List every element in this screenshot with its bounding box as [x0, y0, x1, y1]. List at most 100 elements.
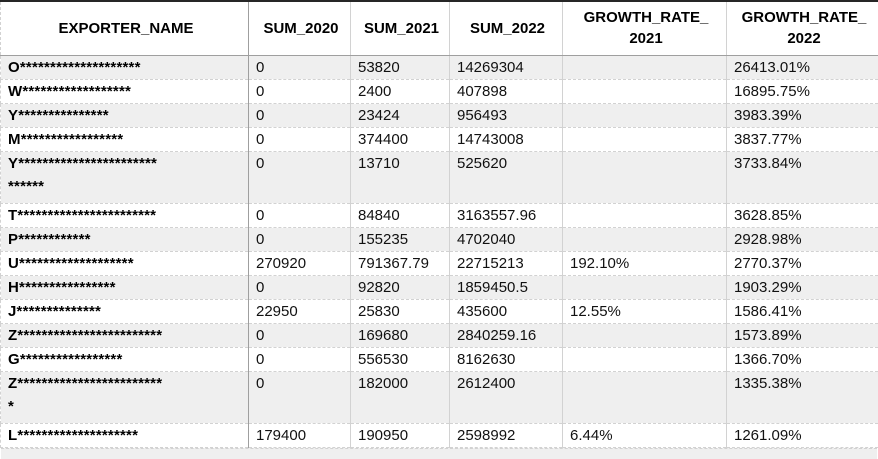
sum-2020-cell[interactable]: 22950	[248, 299, 351, 324]
growth-rate-2021-cell[interactable]: 192.10%	[562, 251, 727, 276]
growth-rate-2021-cell[interactable]	[562, 275, 727, 300]
growth-rate-2021-cell[interactable]	[562, 151, 727, 204]
exporter-name-cell[interactable]: O********************	[0, 55, 249, 80]
table-row: U******************* 270920 791367.79 22715…	[0, 251, 878, 276]
sum-2022-cell[interactable]: 14743008	[449, 127, 563, 152]
sum-2021-cell[interactable]: 92820	[350, 275, 450, 300]
exporter-name-cell[interactable]: Z************************	[0, 323, 249, 348]
sum-2020-cell[interactable]: 0	[248, 227, 351, 252]
sum-2020-cell[interactable]: 0	[248, 203, 351, 228]
sum-2022-cell[interactable]: 8162630	[449, 347, 563, 372]
sum-2020-cell[interactable]: 0	[248, 151, 351, 204]
sum-2020-cell[interactable]: 0	[248, 55, 351, 80]
sum-2022-cell[interactable]: 4702040	[449, 227, 563, 252]
growth-rate-2022-cell[interactable]: 3983.39%	[726, 103, 878, 128]
growth-rate-2021-cell[interactable]	[562, 347, 727, 372]
sum-2021-cell[interactable]: 169680	[350, 323, 450, 348]
sum-2021-cell[interactable]: 182000	[350, 371, 450, 424]
sum-2022-cell[interactable]: 956493	[449, 103, 563, 128]
sum-2022-cell[interactable]: 22715213	[449, 251, 563, 276]
exporter-name-cell[interactable]: G*****************	[0, 347, 249, 372]
sum-2022-cell[interactable]: 407898	[449, 79, 563, 104]
exporter-name-cell[interactable]: Z************************ *	[0, 371, 249, 424]
sum-2021-cell[interactable]: 13710	[350, 151, 450, 204]
sum-2022-cell[interactable]: 14269304	[449, 55, 563, 80]
sum-2020-cell[interactable]: 270920	[248, 251, 351, 276]
sum-2021-cell[interactable]: 25830	[350, 299, 450, 324]
growth-rate-2022-cell[interactable]: 3837.77%	[726, 127, 878, 152]
sum-2021-cell[interactable]: 374400	[350, 127, 450, 152]
growth-rate-2022-cell[interactable]: 2928.98%	[726, 227, 878, 252]
exporter-name-cell[interactable]: M*****************	[0, 127, 249, 152]
table-row: G***************** 0 556530 8162630 1366.70%	[0, 347, 878, 372]
sum-2021-cell[interactable]: 155235	[350, 227, 450, 252]
column-header-sum-2021[interactable]: SUM_2021	[350, 2, 450, 56]
growth-rate-2022-cell[interactable]: 1903.29%	[726, 275, 878, 300]
growth-rate-2022-cell[interactable]: 26413.01%	[726, 55, 878, 80]
sum-2020-cell[interactable]: 0	[248, 103, 351, 128]
sum-2020-cell[interactable]: 0	[248, 347, 351, 372]
exporter-name-cell[interactable]: Y*********************** ******	[0, 151, 249, 204]
table-row: J************** 22950 25830 435600 12.55% 158…	[0, 299, 878, 324]
sum-2021-cell[interactable]: 791367.79	[350, 251, 450, 276]
sum-2022-cell[interactable]: 2598992	[449, 423, 563, 448]
sum-2021-cell[interactable]: 556530	[350, 347, 450, 372]
sum-2020-cell[interactable]: 0	[248, 79, 351, 104]
table-row: L******************** 179400 190950 2598992…	[0, 423, 878, 448]
sum-2022-cell[interactable]: 2612400	[449, 371, 563, 424]
table-row: Y*********************** ****** 0 13710 525…	[0, 151, 878, 204]
sum-2022-cell[interactable]: 435600	[449, 299, 563, 324]
sum-2020-cell[interactable]: 0	[248, 275, 351, 300]
column-header-sum-2022[interactable]: SUM_2022	[449, 2, 563, 56]
table-row: H**************** 0 92820 1859450.5 1903.29%	[0, 275, 878, 300]
growth-rate-2021-cell[interactable]	[562, 79, 727, 104]
exporter-name-cell[interactable]: T***********************	[0, 203, 249, 228]
growth-rate-2021-cell[interactable]: 12.55%	[562, 299, 727, 324]
partial-next-row	[1, 447, 877, 459]
growth-rate-2022-cell[interactable]: 1586.41%	[726, 299, 878, 324]
exporter-name-cell[interactable]: H****************	[0, 275, 249, 300]
sum-2020-cell[interactable]: 0	[248, 323, 351, 348]
column-header-growth-rate-2022[interactable]: GROWTH_RATE_ 2022	[726, 2, 878, 56]
growth-rate-2022-cell[interactable]: 1366.70%	[726, 347, 878, 372]
column-header-growth-rate-2021[interactable]: GROWTH_RATE_ 2021	[562, 2, 727, 56]
sum-2022-cell[interactable]: 2840259.16	[449, 323, 563, 348]
sum-2022-cell[interactable]: 525620	[449, 151, 563, 204]
growth-rate-2021-cell[interactable]	[562, 55, 727, 80]
exporter-name-cell[interactable]: L********************	[0, 423, 249, 448]
sum-2022-cell[interactable]: 3163557.96	[449, 203, 563, 228]
exporter-name-cell[interactable]: U*******************	[0, 251, 249, 276]
exporter-name-cell[interactable]: P************	[0, 227, 249, 252]
sum-2021-cell[interactable]: 84840	[350, 203, 450, 228]
table-row: P************ 0 155235 4702040 2928.98%	[0, 227, 878, 252]
growth-rate-2021-cell[interactable]	[562, 127, 727, 152]
data-table: EXPORTER_NAME SUM_2020 SUM_2021 SUM_2022…	[0, 2, 878, 448]
exporter-name-cell[interactable]: Y***************	[0, 103, 249, 128]
exporter-name-cell[interactable]: J**************	[0, 299, 249, 324]
growth-rate-2021-cell[interactable]	[562, 203, 727, 228]
growth-rate-2022-cell[interactable]: 2770.37%	[726, 251, 878, 276]
growth-rate-2022-cell[interactable]: 1573.89%	[726, 323, 878, 348]
growth-rate-2021-cell[interactable]	[562, 103, 727, 128]
sum-2021-cell[interactable]: 23424	[350, 103, 450, 128]
sum-2020-cell[interactable]: 0	[248, 127, 351, 152]
growth-rate-2021-cell[interactable]	[562, 371, 727, 424]
column-header-exporter-name[interactable]: EXPORTER_NAME	[0, 2, 249, 56]
sum-2020-cell[interactable]: 0	[248, 371, 351, 424]
sum-2021-cell[interactable]: 190950	[350, 423, 450, 448]
growth-rate-2021-cell[interactable]: 6.44%	[562, 423, 727, 448]
growth-rate-2021-cell[interactable]	[562, 323, 727, 348]
sum-2021-cell[interactable]: 53820	[350, 55, 450, 80]
growth-rate-2022-cell[interactable]: 1261.09%	[726, 423, 878, 448]
exporter-name-cell[interactable]: W******************	[0, 79, 249, 104]
growth-rate-2021-cell[interactable]	[562, 227, 727, 252]
column-header-sum-2020[interactable]: SUM_2020	[248, 2, 351, 56]
growth-rate-2022-cell[interactable]: 16895.75%	[726, 79, 878, 104]
growth-rate-2022-cell[interactable]: 3628.85%	[726, 203, 878, 228]
sum-2022-cell[interactable]: 1859450.5	[449, 275, 563, 300]
sum-2021-cell[interactable]: 2400	[350, 79, 450, 104]
growth-rate-2022-cell[interactable]: 3733.84%	[726, 151, 878, 204]
growth-rate-2022-cell[interactable]: 1335.38%	[726, 371, 878, 424]
sum-2020-cell[interactable]: 179400	[248, 423, 351, 448]
